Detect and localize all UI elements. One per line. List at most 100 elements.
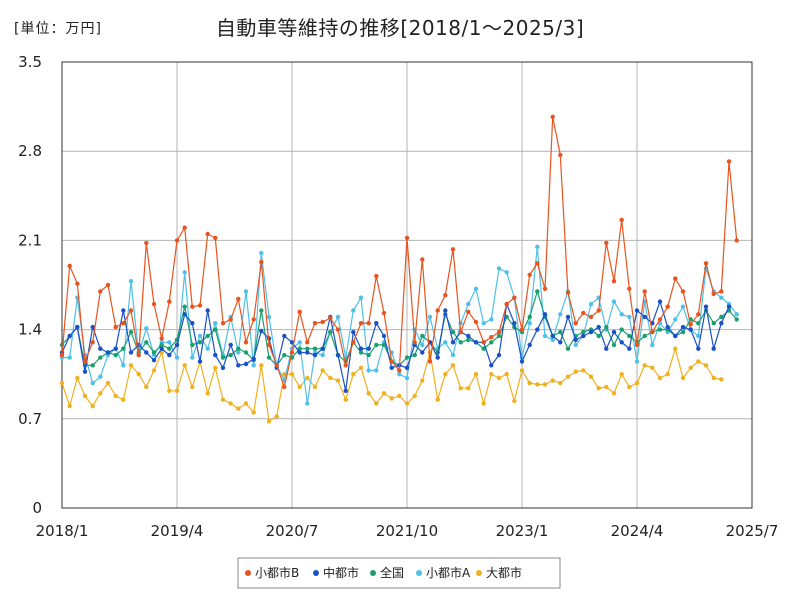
data-point [581,368,586,373]
data-point [274,414,279,419]
data-point [167,388,172,393]
data-point [190,355,195,360]
data-point [466,309,471,314]
data-point [427,359,433,364]
data-point [481,346,486,351]
data-point [489,335,494,340]
data-point [673,276,678,281]
legend-marker [245,570,251,576]
data-point [588,301,594,307]
data-point [213,327,218,332]
data-point [174,388,180,393]
data-point [144,384,149,390]
data-point [504,301,509,307]
data-point [174,355,180,360]
x-tick-label: 2020/7 [266,522,319,540]
data-point [420,378,425,383]
data-point [604,324,609,330]
data-point [113,346,118,351]
data-point [443,308,448,313]
data-point [604,346,609,351]
data-point [719,289,724,294]
data-point [151,350,157,355]
data-point [634,380,640,386]
data-point [657,317,663,322]
data-point [404,401,410,406]
data-point [596,386,601,391]
grid-lines [62,62,752,508]
data-point [266,314,272,320]
data-point [458,329,463,335]
data-point [381,333,387,339]
data-point [190,384,195,390]
y-tick-label: 1.4 [18,321,42,339]
data-point [450,352,456,358]
data-point [496,266,502,271]
data-point [144,340,149,345]
data-point [420,257,425,262]
data-point [680,375,686,381]
data-point [151,301,157,307]
data-point [443,372,448,377]
data-point [489,317,494,322]
data-point [527,380,532,386]
data-point [236,406,241,411]
data-point [328,315,333,321]
legend: 小都市B 中都市 全国 小都市A 大都市 [237,557,561,589]
legend-label: 全国 [380,565,404,580]
data-point [159,346,164,351]
data-point [504,372,509,377]
data-point [627,314,632,320]
data-point [550,333,555,339]
data-point [489,372,494,377]
data-point [389,365,394,370]
data-point [558,152,563,158]
data-point [719,321,724,326]
data-point [680,329,686,335]
data-point [481,321,486,326]
data-point [351,329,356,335]
data-point [596,324,601,330]
data-point [297,350,302,355]
data-point [542,312,548,317]
data-point [581,333,586,339]
data-point [266,355,272,360]
data-point [259,328,264,334]
legend-marker [416,570,422,576]
data-point [443,293,448,298]
x-tick-label: 2018/1 [36,522,89,540]
data-point [473,340,479,345]
data-point [75,375,80,381]
data-point [351,340,356,345]
y-axis-ticks: 0 0.7 1.4 2.1 2.8 3.5 [18,53,42,517]
data-point [228,401,233,406]
data-point [113,352,118,358]
data-point [711,375,716,381]
data-point [581,310,586,316]
data-point [197,359,203,364]
data-point [297,309,302,314]
data-point [634,359,640,364]
data-point [734,312,739,317]
data-point [558,380,563,386]
data-point [305,346,310,351]
data-point [328,329,333,335]
data-point [282,384,287,390]
data-point [236,296,241,302]
data-point [489,340,494,345]
x-tick-label: 2024/4 [611,522,664,540]
data-point [197,340,203,345]
data-point [673,333,678,339]
data-point [59,380,65,386]
data-point [420,342,425,348]
data-point [159,342,164,348]
data-point [719,295,724,300]
data-point [619,327,624,332]
chart-title: 自動車等維持の推移[2018/1～2025/3] [215,16,585,40]
data-point [696,359,701,364]
data-point [734,317,739,322]
x-tick-label: 2021/10 [376,522,438,540]
data-point [358,346,364,351]
data-point [144,240,149,246]
y-tick-label: 0.7 [18,410,42,428]
